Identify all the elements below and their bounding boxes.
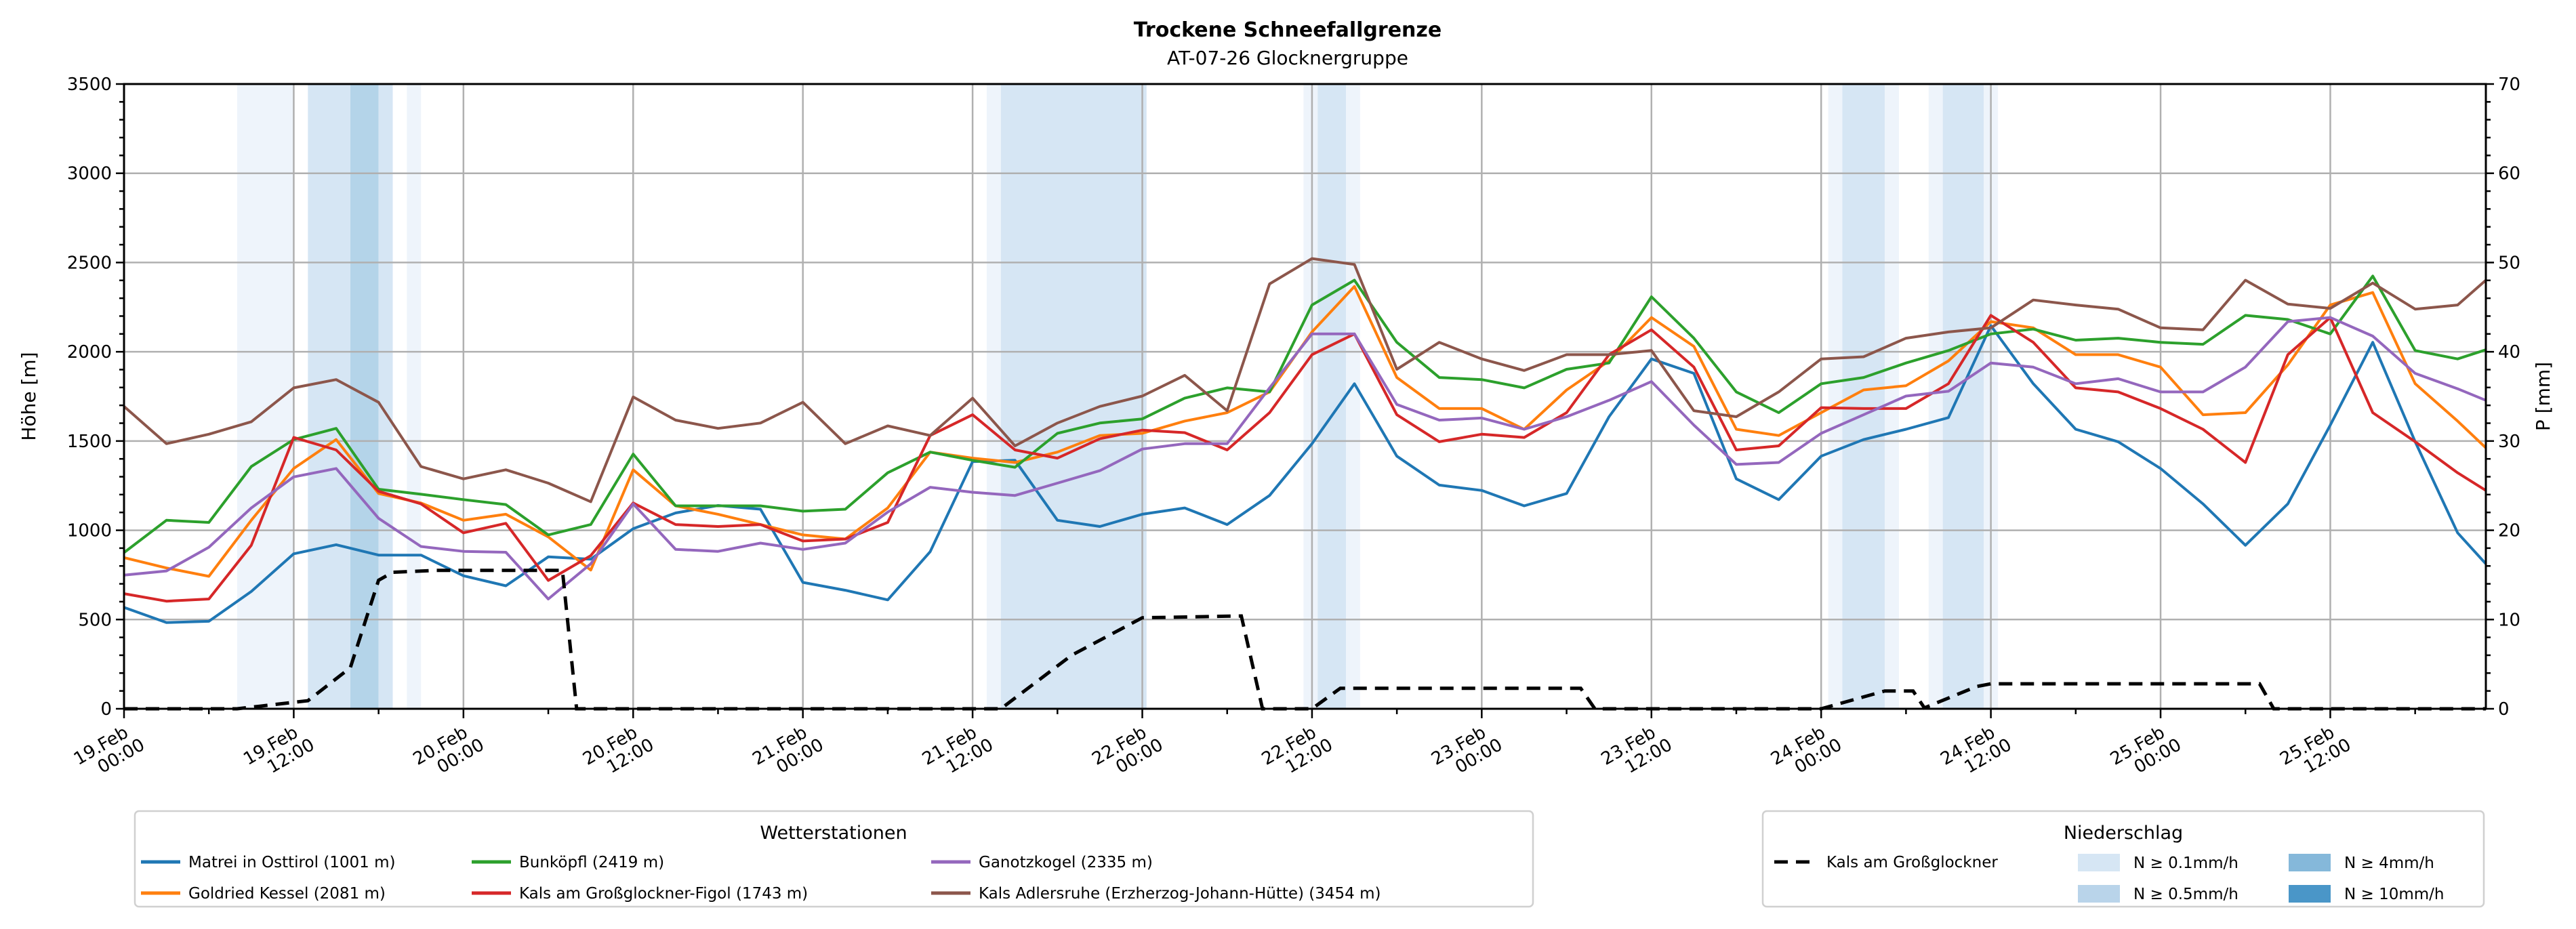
chart-title: Trockene Schneefallgrenze xyxy=(1134,18,1442,42)
precip-band xyxy=(308,84,350,709)
y2-axis-label: P [mm] xyxy=(2532,362,2554,431)
precip-band xyxy=(1000,84,1147,709)
y2-tick-label: 30 xyxy=(2498,432,2520,452)
legend-patch-icon xyxy=(2289,854,2331,871)
legend-precip-title: Niederschlag xyxy=(2064,823,2183,844)
y-tick-label: 1000 xyxy=(67,521,112,541)
legend-stations-frame xyxy=(134,810,1534,908)
precip-band xyxy=(1928,84,1943,709)
legend-patch-icon xyxy=(2078,885,2120,903)
y-tick-label: 3500 xyxy=(67,75,112,95)
series-line-2 xyxy=(123,274,2487,554)
series-line-1 xyxy=(123,285,2487,578)
precip-band xyxy=(1828,84,1843,709)
y-tick-label: 1500 xyxy=(67,432,112,452)
y2-tick-label: 50 xyxy=(2498,253,2520,273)
precip-band xyxy=(1346,84,1360,709)
precip-band xyxy=(350,84,379,709)
legend-station-label: Kals Adlersruhe (Erzherzog-Johann-Hütte)… xyxy=(979,885,1381,903)
legend-station-label: Bunköpfl (2419 m) xyxy=(519,854,664,871)
series-line-3 xyxy=(123,314,2487,603)
y2-tick-label: 70 xyxy=(2498,75,2520,95)
series-line-0 xyxy=(123,324,2487,624)
y-tick-label: 2500 xyxy=(67,253,112,273)
y2-tick-label: 20 xyxy=(2498,521,2520,541)
precip-band xyxy=(1942,84,1984,709)
legend-station-label: Kals am Großglockner-Figol (1743 m) xyxy=(519,885,808,903)
y-tick-label: 2000 xyxy=(67,342,112,363)
precip-band xyxy=(1885,84,1899,709)
legend-precip-frame xyxy=(1761,810,2485,908)
precip-band xyxy=(986,84,1001,709)
legend-station-label: Goldried Kessel (2081 m) xyxy=(188,885,386,903)
legend-patch-icon xyxy=(2289,885,2331,903)
chart-subtitle: AT-07-26 Glocknergruppe xyxy=(1167,47,1408,69)
plot-frame xyxy=(123,83,2487,710)
y2-tick-label: 60 xyxy=(2498,164,2520,184)
axes: 0 500 1000 1500 2000 2500 3000 3500 0 10 20 30 40 50 6… xyxy=(67,75,2520,778)
station-series xyxy=(123,257,2487,624)
y2-tick-label: 0 xyxy=(2498,699,2510,720)
precip-band xyxy=(237,84,294,709)
y-axis-label: Höhe [m] xyxy=(18,352,40,440)
legend-patch-icon xyxy=(2078,854,2120,871)
series-line-4 xyxy=(123,316,2487,600)
precip-band xyxy=(407,84,422,709)
precip-band xyxy=(378,84,393,709)
legend-precip-label: N ≥ 0.5mm/h xyxy=(2133,886,2238,903)
series-line-5 xyxy=(123,257,2487,503)
precip-band xyxy=(1317,84,1347,709)
precip-band xyxy=(1303,84,1318,709)
legend-station-label: Ganotzkogel (2335 m) xyxy=(979,854,1153,871)
legend-precip-label: N ≥ 0.1mm/h xyxy=(2133,854,2238,872)
y-tick-label: 0 xyxy=(100,699,112,720)
precip-intensity-bands xyxy=(237,84,1999,709)
y-tick-label: 3000 xyxy=(67,164,112,184)
legend-station-label: Matrei in Osttirol (1001 m) xyxy=(188,854,395,871)
legend-precip: Niederschlag Kals am Großglockner N ≥ 0.… xyxy=(1761,810,2485,908)
legend-precip-label: N ≥ 4mm/h xyxy=(2344,854,2434,872)
y-tick-label: 500 xyxy=(78,610,112,630)
legend-precip-label: N ≥ 10mm/h xyxy=(2344,886,2445,903)
legend-stations: Wetterstationen Matrei in Osttirol (1001… xyxy=(134,810,1534,908)
legend-stations-title: Wetterstationen xyxy=(760,823,907,844)
y2-tick-label: 10 xyxy=(2498,610,2520,630)
y2-tick-label: 40 xyxy=(2498,342,2520,363)
legend-precip-line-label: Kals am Großglockner xyxy=(1826,854,1998,871)
